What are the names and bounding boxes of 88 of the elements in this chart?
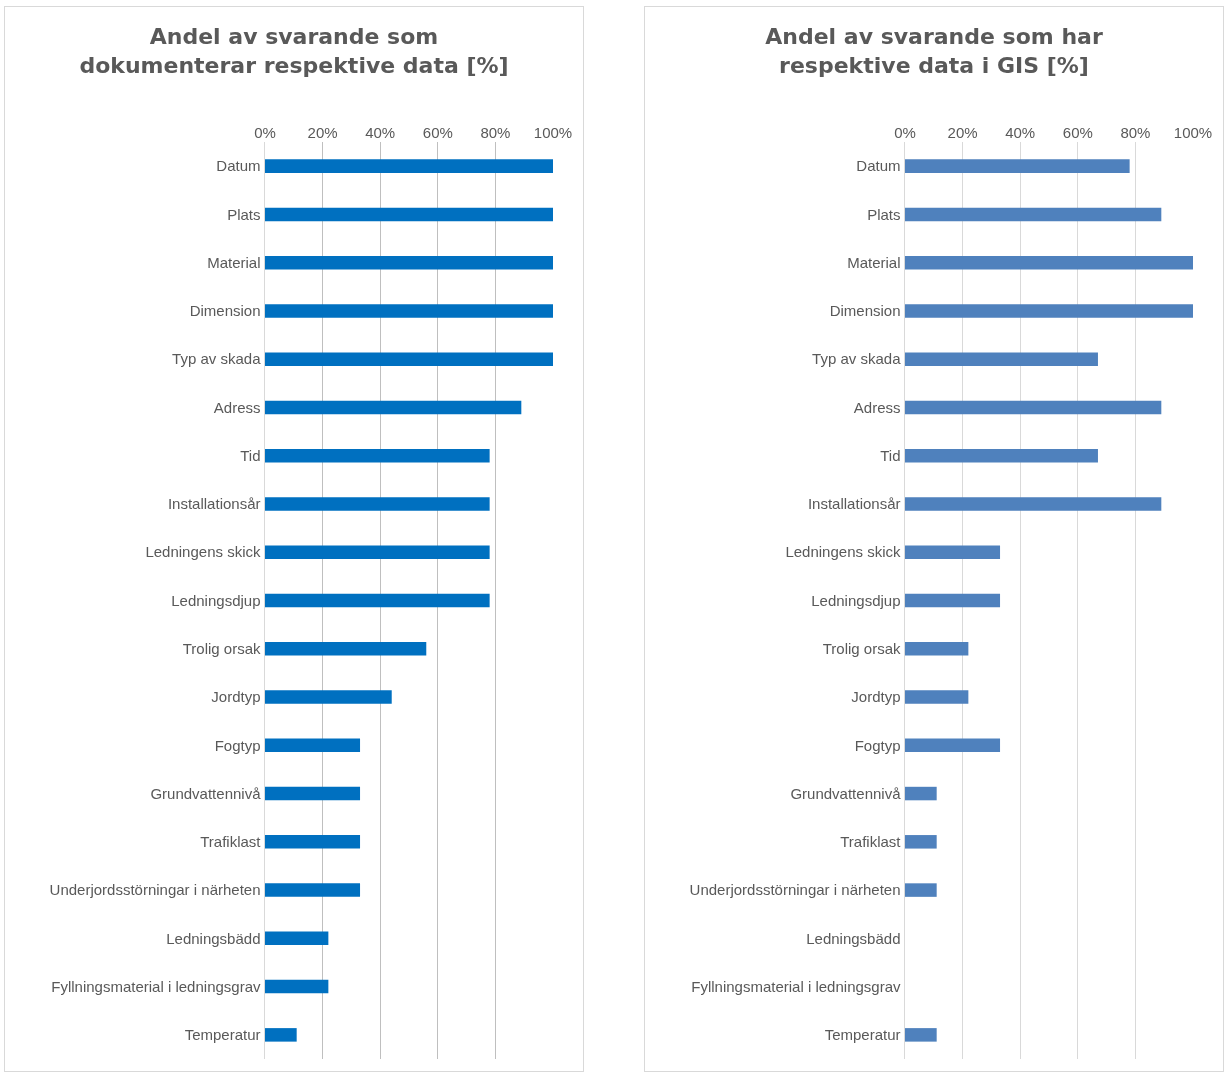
x-tick-label: 100%	[1173, 124, 1213, 141]
x-tick-label: 0%	[894, 124, 916, 141]
y-tick-label: Fogtyp	[214, 736, 261, 754]
bar	[265, 352, 553, 366]
x-tick-label: 0%	[254, 124, 276, 141]
y-tick-label: Installationsår	[807, 495, 901, 513]
bar	[905, 400, 1162, 415]
y-tick-label: Ledningsbädd	[166, 929, 261, 947]
y-tick-label: Underjordsstörningar i närheten	[689, 881, 901, 899]
x-tick-label: 60%	[1062, 124, 1093, 141]
bar	[265, 207, 553, 222]
bar	[265, 835, 361, 849]
bar	[265, 883, 361, 897]
y-tick-label: Dimension	[189, 302, 261, 320]
y-tick-label: Material	[207, 253, 261, 271]
y-tick-label: Ledningsbädd	[806, 929, 901, 947]
bar	[265, 642, 427, 656]
x-tick-label: 40%	[365, 124, 396, 141]
x-tick-label: 80%	[480, 124, 511, 141]
y-tick-label: Tid	[880, 446, 901, 464]
bar	[265, 497, 490, 511]
bar	[265, 255, 553, 270]
bar	[905, 207, 1162, 222]
y-tick-label: Ledningens skick	[785, 543, 901, 561]
y-tick-label: Plats	[867, 205, 901, 223]
y-tick-label: Typ av skada	[172, 350, 262, 368]
bar	[905, 497, 1162, 511]
bar	[905, 690, 969, 704]
bar	[905, 738, 1001, 753]
bar	[905, 883, 937, 897]
bar	[905, 255, 1193, 270]
bar	[905, 593, 1001, 608]
y-tick-label: Underjordsstörningar i närheten	[49, 881, 261, 899]
chart-title: Andel av svarande som har respektive data i GIS [%]	[765, 24, 1103, 78]
chart-title: Andel av svarande som dokumenterar respektive data [%]	[79, 24, 509, 78]
bar	[265, 400, 522, 415]
y-tick-label: Trafiklast	[200, 833, 262, 851]
y-tick-label: Datum	[216, 157, 261, 175]
bar	[905, 835, 937, 849]
bar	[905, 1028, 937, 1042]
bar	[905, 545, 1001, 559]
y-tick-label: Temperatur	[184, 1026, 261, 1044]
y-tick-label: Jordtyp	[851, 688, 901, 706]
x-tick-label: 60%	[422, 124, 453, 141]
y-tick-label: Fyllningsmaterial i ledningsgrav	[51, 977, 261, 995]
x-tick-label: 100%	[533, 124, 573, 141]
y-tick-label: Grundvattennivå	[790, 784, 902, 802]
y-tick-label: Grundvattennivå	[150, 784, 262, 802]
y-tick-label: Ledningsdjup	[171, 591, 261, 609]
y-tick-label: Fogtyp	[854, 736, 901, 754]
y-tick-label: Adress	[853, 398, 901, 416]
y-tick-label: Tid	[240, 446, 261, 464]
bar	[265, 690, 392, 704]
bar	[905, 352, 1098, 366]
bar	[905, 159, 1130, 173]
y-tick-label: Datum	[856, 157, 901, 175]
bar	[265, 979, 329, 994]
bar	[265, 304, 553, 318]
y-tick-label: Ledningsdjup	[811, 591, 901, 609]
bar	[265, 738, 361, 753]
y-tick-label: Adress	[213, 398, 261, 416]
bar	[265, 159, 553, 173]
y-tick-label: Typ av skada	[812, 350, 902, 368]
y-tick-label: Trafiklast	[840, 833, 902, 851]
bar	[265, 1028, 297, 1042]
y-tick-label: Ledningens skick	[145, 543, 261, 561]
bar	[265, 593, 490, 608]
x-tick-label: 40%	[1005, 124, 1036, 141]
bar	[265, 448, 490, 463]
x-tick-label: 80%	[1120, 124, 1151, 141]
y-tick-label: Fyllningsmaterial i ledningsgrav	[691, 977, 901, 995]
y-tick-label: Installationsår	[167, 495, 261, 513]
y-tick-label: Plats	[227, 205, 261, 223]
x-tick-label: 20%	[307, 124, 338, 141]
bar	[905, 304, 1193, 318]
bar	[265, 786, 361, 801]
y-tick-label: Trolig orsak	[182, 640, 261, 658]
x-tick-label: 20%	[947, 124, 978, 141]
bar	[265, 545, 490, 559]
y-tick-label: Trolig orsak	[822, 640, 901, 658]
y-tick-label: Jordtyp	[211, 688, 261, 706]
bar	[905, 448, 1098, 463]
y-tick-label: Material	[847, 253, 901, 271]
bar	[265, 931, 329, 946]
y-tick-label: Temperatur	[824, 1026, 901, 1044]
bar	[905, 642, 969, 656]
bar	[905, 786, 937, 801]
y-tick-label: Dimension	[829, 302, 901, 320]
